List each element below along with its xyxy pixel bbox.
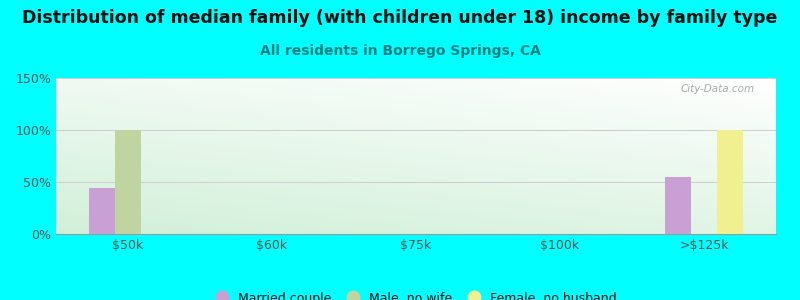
Bar: [115, 130, 141, 234]
Bar: [717, 130, 743, 234]
Text: Distribution of median family (with children under 18) income by family type: Distribution of median family (with chil…: [22, 9, 778, 27]
Bar: [89, 188, 115, 234]
Legend: Married couple, Male, no wife, Female, no husband: Married couple, Male, no wife, Female, n…: [210, 287, 622, 300]
Text: All residents in Borrego Springs, CA: All residents in Borrego Springs, CA: [259, 44, 541, 58]
Text: City-Data.com: City-Data.com: [680, 84, 754, 94]
Bar: [665, 177, 691, 234]
